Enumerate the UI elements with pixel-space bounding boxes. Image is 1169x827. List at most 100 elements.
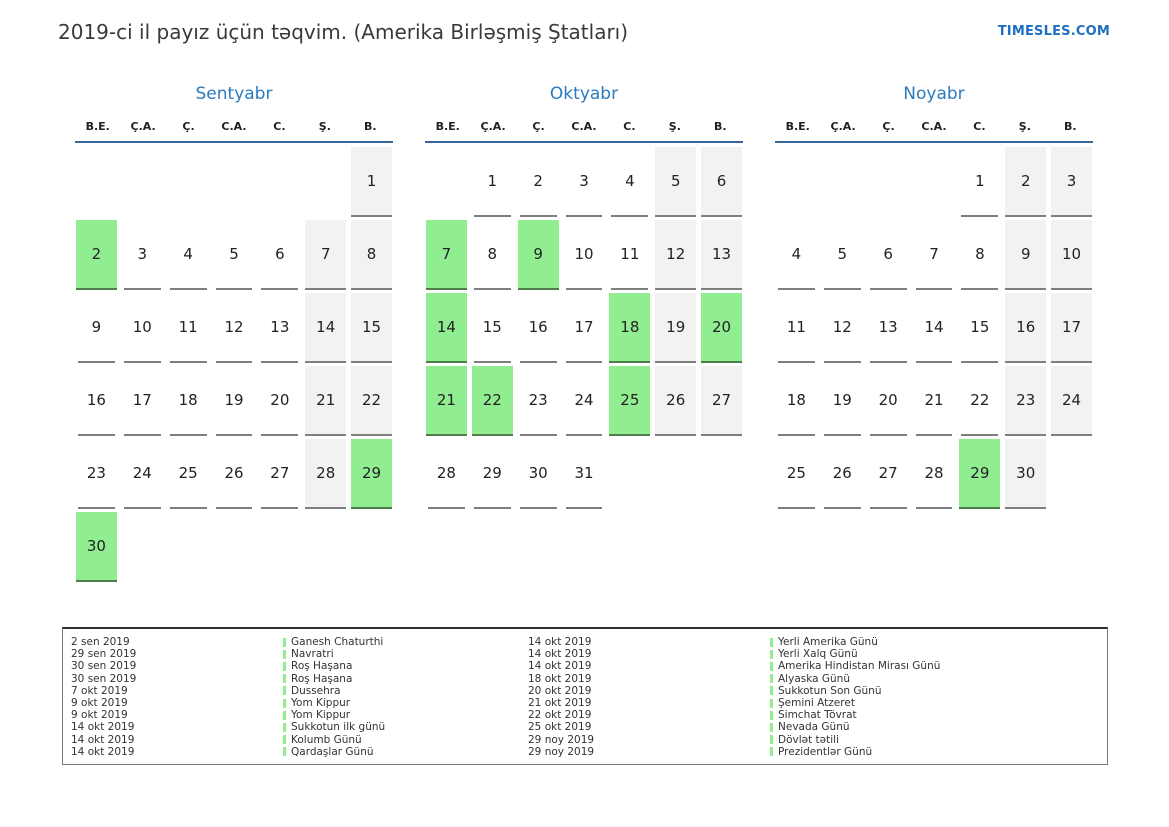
day-cell: 17 (1051, 293, 1092, 363)
legend-date: 14 okt 2019 (528, 648, 592, 661)
legend-holiday-label: Qardaşlar Günü (291, 745, 374, 758)
day-cell: 30 (76, 512, 117, 582)
weekday-label: C.A. (921, 120, 947, 133)
legend-date: 29 noy 2019 (528, 745, 595, 758)
day-cell: 11 (778, 293, 815, 363)
day-cell: 16 (519, 293, 557, 363)
legend-holiday-label: Yom Kippur (291, 696, 351, 709)
page-title: 2019-ci il payız üçün təqvim. (Amerika B… (58, 20, 629, 44)
empty-day-cell (259, 147, 300, 217)
empty-day-cell (351, 512, 392, 582)
empty-day-cell (868, 147, 909, 217)
legend-date: 29 noy 2019 (528, 733, 595, 746)
day-cell: 7 (426, 220, 467, 290)
calendar-october: Oktyabr B.E. Ç.A. Ç. C.A. C. Ş. B. 1 2 3 4 5 6 7 8 9 10… (425, 84, 743, 582)
day-cell: 23 (519, 366, 557, 436)
site-logo-link[interactable]: TIMESLES.COM (997, 24, 1110, 39)
legend-holiday-name: Ganesh Chaturthi (283, 636, 528, 648)
legend-date: 29 sen 2019 (71, 648, 137, 661)
legend-date: 30 sen 2019 (71, 660, 137, 673)
weekday-label: Ş. (668, 120, 681, 133)
day-cell: 27 (261, 439, 299, 509)
legend-holiday-label: Simchat Tövrat (778, 709, 857, 722)
day-cell: 24 (1051, 366, 1092, 436)
day-cell: 23 (1005, 366, 1047, 436)
weekday-label: C. (273, 120, 286, 133)
legend-holiday-label: Yom Kippur (291, 709, 351, 722)
weekday-label: B. (1063, 120, 1077, 133)
day-cell: 11 (611, 220, 649, 290)
day-cell: 8 (473, 220, 511, 290)
day-cell: 3 (1051, 147, 1092, 217)
day-cell: 21 (915, 366, 953, 436)
empty-day-cell (1051, 439, 1092, 509)
empty-day-cell (168, 147, 209, 217)
day-cell: 14 (915, 293, 953, 363)
legend-holiday-name: Prezidentlər Günü (770, 746, 1107, 758)
day-cell: 5 (215, 220, 253, 290)
legend-holiday-name: Dövlət tətili (770, 734, 1107, 746)
day-cell: 1 (473, 147, 511, 217)
empty-day-cell (76, 147, 117, 217)
holiday-legend: 2 sen 2019 Ganesh Chaturthi 14 okt 2019 Yer… (62, 627, 1108, 765)
day-cell: 16 (1005, 293, 1047, 363)
weekday-label: C.A. (571, 120, 597, 133)
holiday-tick-icon (283, 747, 286, 757)
day-cell: 3 (123, 220, 161, 290)
day-cell: 28 (305, 439, 347, 509)
weekday-header-row: B.E. Ç.A. Ç. C.A. C. Ş. B. (775, 120, 1093, 143)
day-cell: 27 (869, 439, 907, 509)
legend-holiday-name: Roş Haşana (283, 660, 528, 672)
legend-holiday-name: Yom Kippur (283, 709, 528, 721)
day-cell: 1 (961, 147, 999, 217)
legend-holiday-label: Prezidentlər Günü (778, 745, 873, 758)
legend-date: 2 sen 2019 (71, 636, 130, 648)
legend-holiday-name: Navratri (283, 648, 528, 660)
legend-holiday-label: Roş Haşana (291, 672, 353, 685)
weekday-label: Ş. (318, 120, 331, 133)
month-title-november: Noyabr (903, 84, 965, 104)
weekday-label: Ç.A. (130, 120, 156, 133)
day-cell: 1 (351, 147, 392, 217)
empty-day-cell (305, 512, 346, 582)
day-cell: 24 (565, 366, 603, 436)
empty-day-cell (214, 512, 255, 582)
day-cell: 18 (778, 366, 815, 436)
legend-holiday-name: Roş Haşana (283, 673, 528, 685)
day-cell: 22 (471, 366, 513, 436)
legend-date: 30 sen 2019 (71, 672, 137, 685)
weekday-label: B. (363, 120, 377, 133)
empty-day-cell (259, 512, 300, 582)
weekday-label: B.E. (435, 120, 460, 133)
day-cell: 18 (609, 293, 651, 363)
calendar-november: Noyabr B.E. Ç.A. Ç. C.A. C. Ş. B. 1 2 3 4 5 6 7 8 9 10 1… (775, 84, 1093, 582)
holiday-tick-icon (770, 698, 773, 708)
day-cell: 5 (655, 147, 697, 217)
weekday-label: B.E. (85, 120, 110, 133)
day-cell: 10 (123, 293, 161, 363)
legend-holiday-label: Kolumb Günü (291, 733, 362, 746)
day-cell: 14 (426, 293, 467, 363)
day-cell: 29 (473, 439, 511, 509)
day-cell: 15 (961, 293, 999, 363)
day-cell: 20 (869, 366, 907, 436)
empty-day-cell (305, 147, 346, 217)
legend-date: 22 okt 2019 (528, 709, 592, 722)
day-cell: 9 (1005, 220, 1047, 290)
weekday-label: C.A. (221, 120, 247, 133)
weekday-label: Ş. (1018, 120, 1031, 133)
legend-holiday-name: Nevada Günü (770, 721, 1107, 733)
legend-holiday-name: Alyaska Günü (770, 673, 1107, 685)
legend-date: 18 okt 2019 (528, 672, 592, 685)
holiday-tick-icon (770, 710, 773, 720)
empty-day-cell (214, 147, 255, 217)
legend-holiday-name: Dussehra (283, 685, 528, 697)
legend-holiday-label: Roş Haşana (291, 660, 353, 673)
legend-holiday-label: Nevada Günü (778, 721, 850, 734)
legend-date: 9 okt 2019 (71, 696, 128, 709)
day-cell: 13 (869, 293, 907, 363)
empty-day-cell (122, 147, 163, 217)
holiday-tick-icon (283, 735, 286, 745)
legend-date: 14 okt 2019 (71, 745, 135, 758)
